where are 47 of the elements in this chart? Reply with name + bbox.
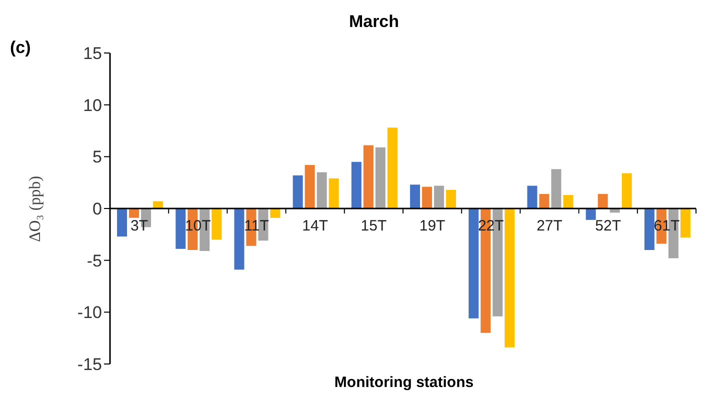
bar: [410, 184, 420, 208]
x-tick-label: 27T: [536, 218, 562, 234]
bar: [551, 169, 562, 208]
bar: [328, 178, 339, 208]
x-tick-label: 19T: [419, 218, 446, 234]
bar: [422, 186, 432, 208]
y-tick-label: -15: [77, 355, 102, 374]
bar: [644, 208, 654, 250]
y-tick-label: -5: [86, 251, 102, 270]
bar: [563, 195, 574, 208]
bar: [176, 208, 186, 249]
x-tick-label: 15T: [360, 218, 387, 234]
y-tick-label: 5: [92, 148, 102, 167]
bar: [527, 186, 538, 208]
bar: [153, 201, 164, 208]
bar: [504, 208, 515, 348]
bar: [316, 172, 327, 208]
x-tick-label: 3T: [130, 218, 148, 234]
bar: [446, 190, 456, 208]
bar: [117, 208, 128, 236]
y-tick-label: 0: [92, 200, 102, 219]
bar: [129, 208, 140, 218]
bar: [212, 208, 222, 240]
bar: [375, 147, 386, 208]
bar: [234, 208, 244, 270]
bar: [351, 162, 362, 208]
x-tick-label: 52T: [595, 218, 622, 234]
y-tick-label: 10: [83, 96, 102, 115]
bar: [586, 208, 596, 220]
bar: [363, 145, 374, 208]
bar: [539, 194, 550, 208]
bar: [622, 173, 632, 208]
x-axis-title: Monitoring stations: [333, 374, 475, 391]
bar: [434, 186, 444, 208]
bar: [292, 175, 303, 208]
bar: [468, 208, 479, 318]
x-tick-label: 14T: [302, 218, 328, 234]
text: (c): [10, 38, 31, 58]
y-tick-label: 15: [83, 44, 102, 64]
bar: [270, 208, 280, 218]
chart-title: March: [348, 12, 400, 32]
y-tick-label: -10: [77, 303, 102, 322]
bar: [304, 164, 315, 208]
bar: [680, 208, 690, 238]
bar: [598, 194, 608, 208]
y-axis-title: ΔO₃ (ppb): [27, 175, 45, 242]
bar: [387, 128, 398, 208]
